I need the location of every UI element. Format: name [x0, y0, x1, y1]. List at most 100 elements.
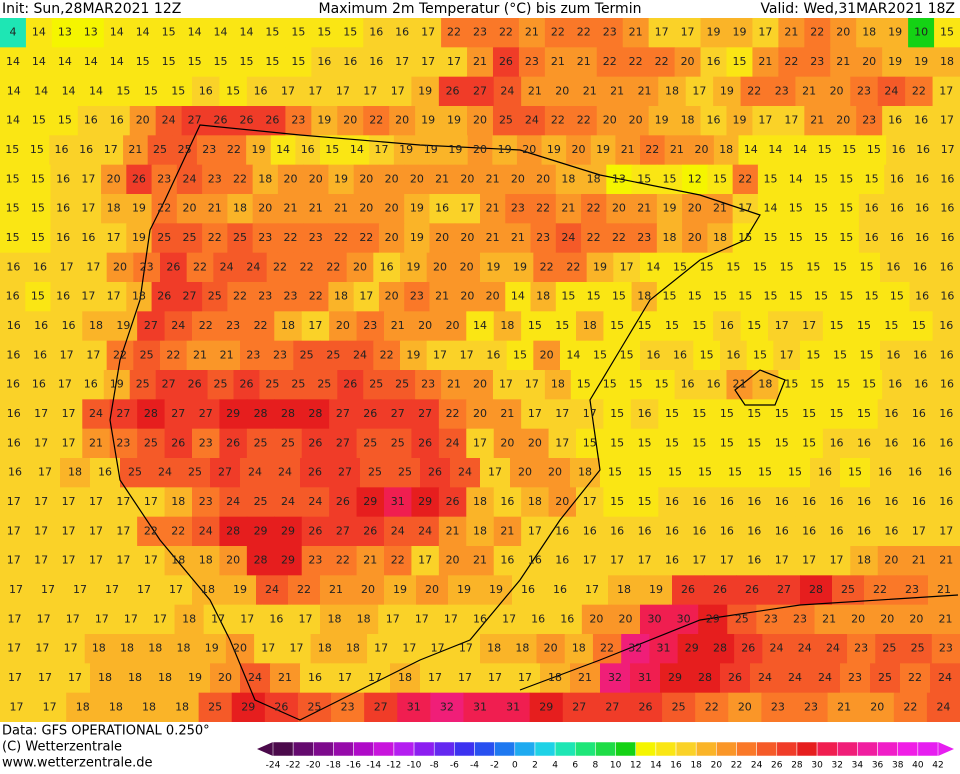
temp-label: 17	[81, 172, 95, 185]
temp-cell	[564, 634, 594, 664]
temp-cell	[740, 546, 769, 576]
temp-label: 25	[144, 436, 158, 449]
temp-cell	[438, 428, 467, 459]
temp-label: 20	[540, 348, 554, 361]
temp-cell	[329, 311, 358, 342]
temp-label: 15	[842, 143, 856, 156]
temp-label: 29	[668, 671, 682, 684]
temp-label: 21	[284, 202, 298, 215]
temp-cell	[850, 487, 879, 518]
temp-cell	[274, 428, 303, 459]
temp-label: 15	[912, 319, 926, 332]
temp-cell	[207, 106, 235, 136]
temp-label: 16	[98, 466, 112, 479]
temp-cell	[909, 223, 936, 254]
temp-cell	[192, 399, 220, 430]
temp-label: 15	[6, 231, 20, 244]
temp-cell	[274, 399, 303, 430]
temp-cell	[648, 106, 676, 136]
temp-label: 22	[577, 114, 591, 127]
temp-cell	[726, 18, 753, 48]
temp-label: 31	[407, 700, 421, 713]
temp-label: 16	[254, 84, 268, 97]
temp-label: 14	[744, 143, 758, 156]
temp-label: 25	[672, 700, 686, 713]
temp-label: 15	[753, 260, 767, 273]
temp-cell	[905, 428, 934, 459]
temp-cell	[810, 663, 841, 694]
temp-cell	[480, 194, 506, 224]
temp-cell	[581, 194, 607, 224]
temp-cell	[666, 252, 694, 283]
colorbar-label: 30	[811, 761, 823, 771]
temp-cell	[896, 575, 929, 606]
temp-label: 20	[862, 55, 876, 68]
temp-label: 27	[162, 378, 176, 391]
temp-cell	[628, 692, 663, 723]
temp-cell	[905, 546, 934, 576]
temp-label: 17	[64, 642, 78, 655]
temp-cell	[875, 634, 905, 664]
temp-label: 17	[585, 583, 599, 596]
temp-label: 15	[610, 407, 624, 420]
temp-label: 16	[369, 26, 383, 39]
temp-cell	[480, 282, 506, 312]
temp-cell	[763, 135, 789, 166]
temp-cell	[560, 340, 588, 371]
temp-cell	[586, 252, 614, 283]
temp-cell	[808, 194, 835, 224]
temp-label: 15	[764, 172, 778, 185]
temp-cell	[274, 76, 303, 107]
temp-label: 16	[940, 378, 954, 391]
temp-cell	[219, 428, 248, 459]
temp-label: 16	[886, 348, 900, 361]
temp-label: 26	[499, 55, 513, 68]
temp-cell	[746, 340, 774, 371]
temp-label: 23	[862, 114, 876, 127]
temp-label: 17	[81, 202, 95, 215]
temp-label: 18	[637, 290, 651, 303]
temp-cell	[98, 135, 124, 166]
temp-cell	[548, 76, 577, 107]
temp-cell	[884, 194, 910, 224]
temp-label: 24	[418, 524, 432, 537]
temp-label: 20	[107, 172, 121, 185]
temp-label: 29	[363, 495, 377, 508]
temp-label: 16	[720, 524, 734, 537]
temp-label: 18	[940, 55, 954, 68]
temp-label: 23	[525, 55, 539, 68]
temp-cell	[219, 311, 248, 342]
temp-cell	[858, 194, 885, 224]
temp-cell	[227, 223, 254, 254]
temp-cell	[933, 340, 960, 371]
temp-label: 16	[915, 290, 929, 303]
temp-label: 15	[188, 55, 202, 68]
temp-cell	[669, 604, 699, 635]
temp-cell	[726, 47, 753, 78]
temp-cell	[0, 487, 28, 518]
temp-label: 17	[433, 348, 447, 361]
temp-label: 15	[612, 290, 626, 303]
temp-label: 17	[298, 612, 312, 625]
temp-cell	[908, 18, 935, 48]
colorbar-label: 40	[912, 761, 924, 771]
temp-cell	[713, 516, 742, 547]
colorbar-label: -18	[326, 761, 341, 771]
temp-cell	[160, 340, 188, 371]
temp-label: 20	[433, 260, 447, 273]
temp-cell	[155, 47, 183, 78]
temp-label: 26	[681, 583, 695, 596]
temp-label: 22	[157, 202, 171, 215]
temp-cell	[438, 487, 467, 518]
temp-label: 16	[665, 524, 679, 537]
temp-cell	[0, 223, 26, 254]
temp-cell	[674, 106, 702, 136]
temp-label: 19	[424, 143, 438, 156]
temp-label: 22	[738, 172, 752, 185]
temp-cell	[252, 194, 279, 224]
temp-label: 16	[747, 495, 761, 508]
temp-cell	[27, 487, 56, 518]
temp-cell	[740, 428, 769, 459]
temp-cell	[858, 164, 885, 195]
temp-label: 21	[610, 84, 624, 97]
